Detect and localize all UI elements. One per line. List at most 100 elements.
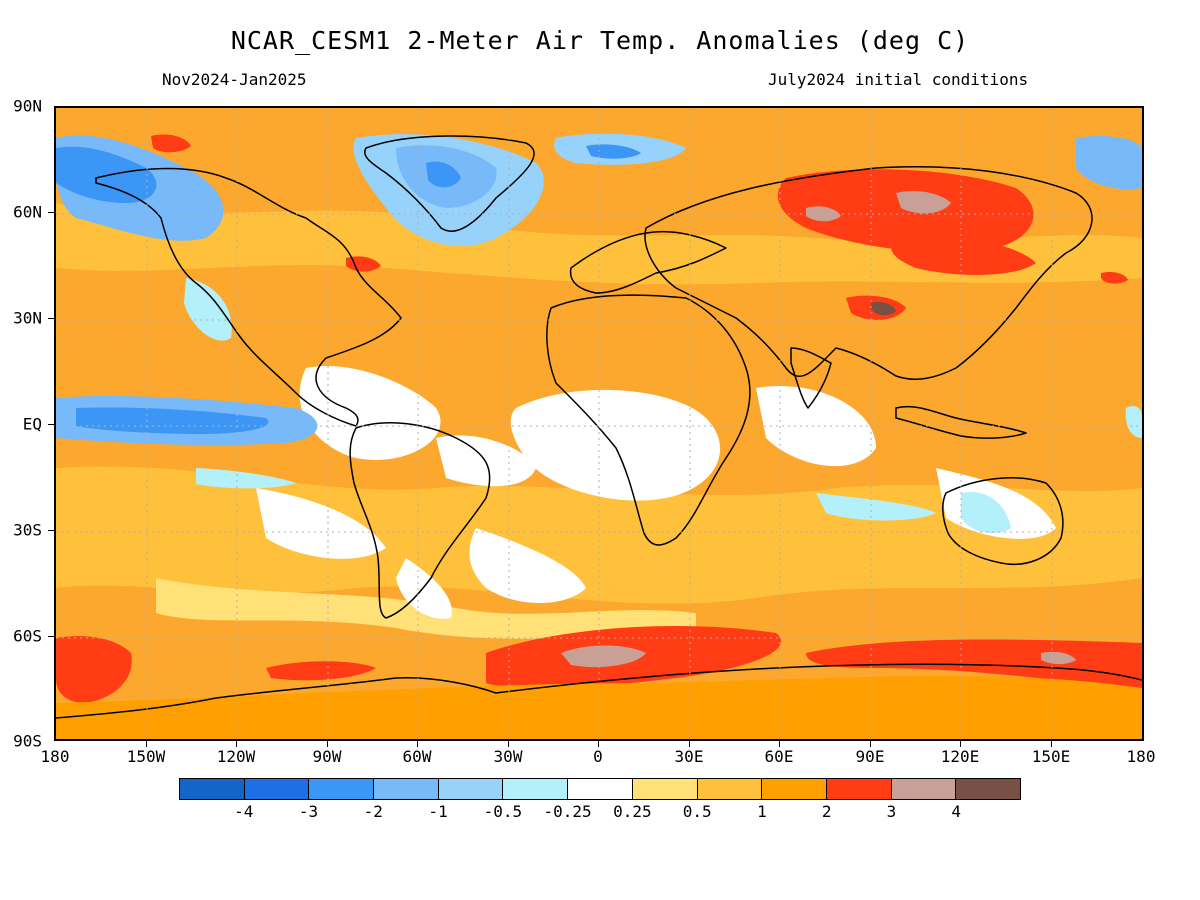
lon-label-30e: 30E [674, 747, 704, 766]
colorbar-tick-label: -4 [234, 802, 254, 821]
lat-label-eq: EQ [22, 414, 42, 434]
anomaly-cool-patch [76, 407, 269, 434]
colorbar-swatch [374, 779, 439, 799]
colorbar-legend [179, 778, 1021, 800]
anomaly-hot-patch [777, 169, 1034, 252]
colorbar-swatch [309, 779, 375, 799]
coastline-greenland [364, 135, 535, 232]
lon-label-60w: 60W [402, 747, 432, 766]
anomaly-hot-band-south [56, 636, 132, 703]
colorbar-swatch [697, 779, 763, 799]
colorbar-swatch [956, 779, 1020, 799]
anomaly-cool-patch [1125, 406, 1142, 438]
anomaly-hot-patch [806, 206, 841, 222]
coastline-maritime-continent [895, 406, 1027, 439]
anomaly-neutral-zone [299, 366, 441, 460]
lon-tick [779, 741, 780, 747]
anomaly-neutral-zone [756, 386, 876, 467]
colorbar-swatch [632, 779, 698, 799]
anomaly-hot-band-south [266, 661, 376, 681]
lon-label-90w: 90W [312, 747, 342, 766]
anomaly-cool-patch [196, 468, 296, 489]
colorbar-tick-label: -0.5 [483, 802, 523, 821]
lon-tick [1051, 741, 1052, 747]
lat-tick [48, 212, 54, 213]
anomaly-hot-patch [891, 236, 1036, 275]
lat-tick [48, 636, 54, 637]
colorbar-swatch [568, 779, 633, 799]
colorbar-swatch [244, 779, 310, 799]
coastlines [56, 135, 1142, 719]
lon-tick [960, 741, 961, 747]
anomaly-neutral-zone [469, 528, 586, 603]
lon-tick [146, 741, 147, 747]
lat-tick [48, 530, 54, 531]
colorbar-tick-label: -0.25 [543, 802, 592, 821]
coastline-africa [546, 294, 751, 546]
lon-label-180e: 180 [1126, 747, 1156, 766]
lat-label-90n: 90N [13, 96, 42, 116]
anomaly-hot-patch [896, 191, 951, 214]
colorbar-tick-label: -1 [428, 802, 448, 821]
colorbar-tick-label: 4 [951, 802, 962, 821]
lon-label-150e: 150E [1031, 747, 1071, 766]
lon-tick [689, 741, 690, 747]
lon-tick [598, 741, 599, 747]
anomaly-cool-patch [1076, 136, 1142, 190]
lat-tick [48, 424, 54, 425]
anomaly-cool-patch [586, 144, 641, 159]
anomaly-hot-patch [561, 645, 646, 668]
colorbar-swatch [180, 779, 245, 799]
colorbar-swatch [503, 779, 569, 799]
map-title: NCAR_CESM1 2-Meter Air Temp. Anomalies (… [230, 26, 970, 55]
colorbar-tick-label: -2 [363, 802, 383, 821]
colorbar-tick-label: 2 [821, 802, 832, 821]
lon-label-90e: 90E [855, 747, 885, 766]
anomaly-neutral-zone [510, 389, 721, 501]
lon-tick [327, 741, 328, 747]
coastline-europe [569, 230, 727, 294]
lon-tick [870, 741, 871, 747]
anomaly-neutral-zone [436, 435, 536, 487]
coastline-australia [942, 477, 1064, 565]
anomaly-cool-patch [426, 161, 461, 188]
lon-tick [417, 741, 418, 747]
lon-tick [236, 741, 237, 747]
anomaly-cool-patch [184, 278, 232, 341]
colorbar-tick-label: 0.5 [682, 802, 712, 821]
anomaly-cool-patch [816, 493, 936, 521]
lat-label-30s: 30S [13, 520, 42, 540]
colorbar-tick-label: 0.25 [613, 802, 652, 821]
lat-label-30n: 30N [13, 308, 42, 328]
coastline-north-america [95, 167, 402, 427]
graticule [56, 108, 1142, 739]
coastline-south-america [349, 422, 491, 619]
forecast-period: Nov2024-Jan2025 [162, 70, 307, 89]
coastline-asia [644, 166, 1093, 381]
coastline-india [790, 347, 832, 409]
anomaly-hot-patch [1101, 271, 1128, 284]
anomaly-map [54, 106, 1144, 741]
lon-tick [508, 741, 509, 747]
colorbar-tick-label: 3 [886, 802, 897, 821]
lon-label-120e: 120E [940, 747, 980, 766]
colorbar-swatch [826, 779, 892, 799]
lat-label-90s: 90S [13, 731, 42, 751]
anomaly-hot-patch [1041, 651, 1076, 665]
lon-label-30w: 30W [493, 747, 523, 766]
anomaly-neutral-zone [256, 488, 386, 559]
lat-tick [48, 318, 54, 319]
lat-label-60s: 60S [13, 626, 42, 646]
lon-label-0: 0 [593, 747, 603, 766]
lon-label-150w: 150W [126, 747, 166, 766]
anomaly-neutral-zone [396, 558, 452, 619]
lon-label-120w: 120W [216, 747, 256, 766]
lat-label-60n: 60N [13, 202, 42, 222]
anomaly-map-canvas [56, 108, 1142, 739]
colorbar-swatch [891, 779, 957, 799]
colorbar-tick-label: 1 [757, 802, 767, 821]
anomaly-hot-patch [871, 301, 896, 316]
colorbar-swatch [438, 779, 504, 799]
anomaly-hot-patch [346, 256, 381, 272]
anomaly-cool-patch [961, 492, 1011, 534]
